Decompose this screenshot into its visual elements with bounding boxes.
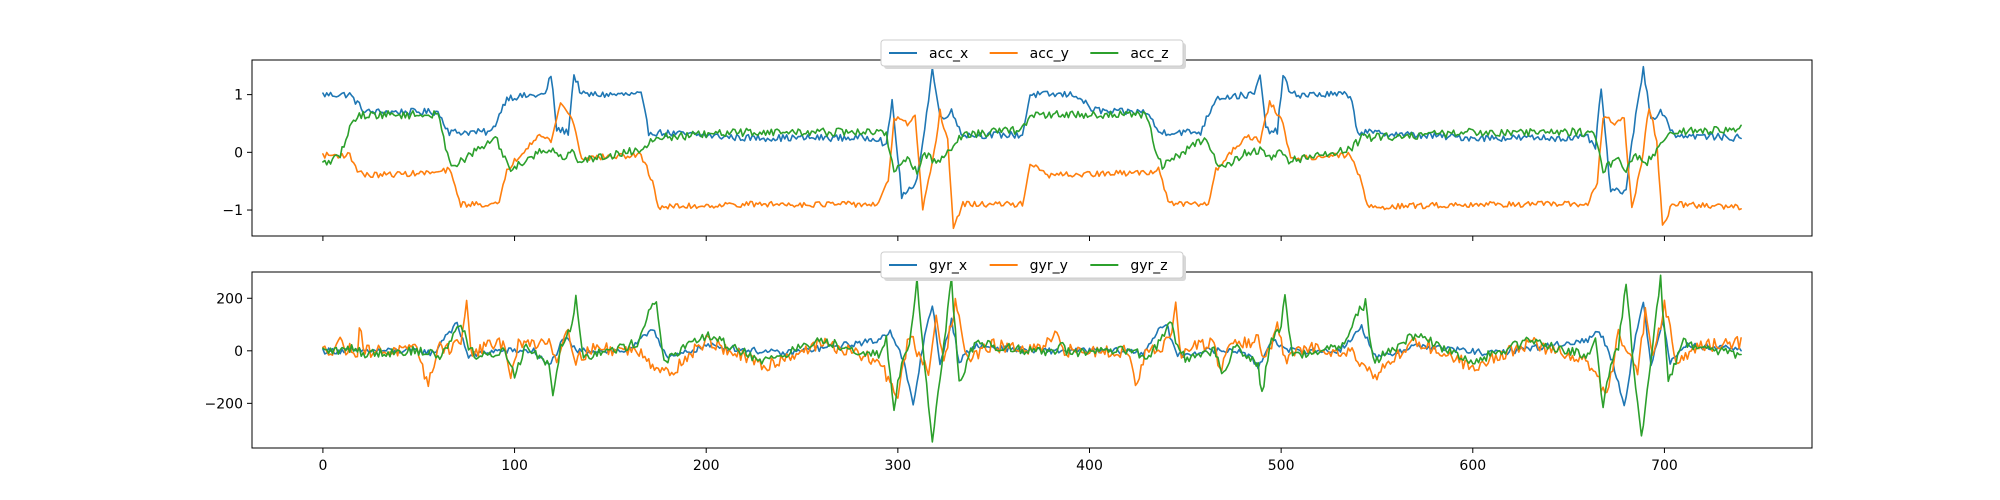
legend-label-gyr-z: gyr_z — [1130, 258, 1167, 274]
legend-box — [880, 251, 1184, 279]
x-tick-label: 300 — [884, 458, 911, 474]
legend: acc_x acc_y acc_z — [880, 39, 1186, 69]
x-tick-label: 100 — [501, 458, 528, 474]
x-tick-label: 700 — [1651, 458, 1678, 474]
x-tick-label: 500 — [1268, 458, 1295, 474]
x-tick-label: 400 — [1076, 458, 1103, 474]
legend-label-gyr-x: gyr_x — [929, 258, 967, 274]
series-lines — [322, 65, 1742, 230]
x-tick-label: 0 — [318, 458, 327, 474]
legend-label-acc-z: acc_z — [1130, 46, 1168, 62]
y-tick-label: −200 — [205, 396, 243, 412]
y-tick-label: 1 — [234, 88, 243, 104]
gyr-subplot: 0 100 200 300 400 500 600 700 −200 0 200 gyr_x gyr_y… — [205, 251, 1813, 474]
x-tick-label: 600 — [1459, 458, 1486, 474]
legend-label-acc-y: acc_y — [1030, 46, 1069, 62]
legend: gyr_x gyr_y gyr_z — [880, 251, 1186, 281]
series-line-acc-x — [322, 65, 1742, 200]
y-tick-label: 0 — [234, 344, 243, 360]
series-line-gyr-z — [322, 274, 1742, 443]
acc-subplot: −1 0 1 acc_x acc_y acc_z — [222, 39, 1813, 241]
legend-box — [880, 39, 1184, 67]
x-tick-label: 200 — [693, 458, 720, 474]
y-tick-label: −1 — [222, 203, 243, 219]
y-tick-label: 200 — [216, 291, 243, 307]
legend-label-gyr-y: gyr_y — [1030, 258, 1068, 274]
series-line-acc-z — [322, 110, 1742, 175]
series-line-acc-y — [322, 100, 1742, 230]
y-tick-label: 0 — [234, 145, 243, 161]
legend-label-acc-x: acc_x — [929, 46, 968, 62]
series-lines — [322, 274, 1742, 443]
axes-frame — [251, 59, 1813, 237]
